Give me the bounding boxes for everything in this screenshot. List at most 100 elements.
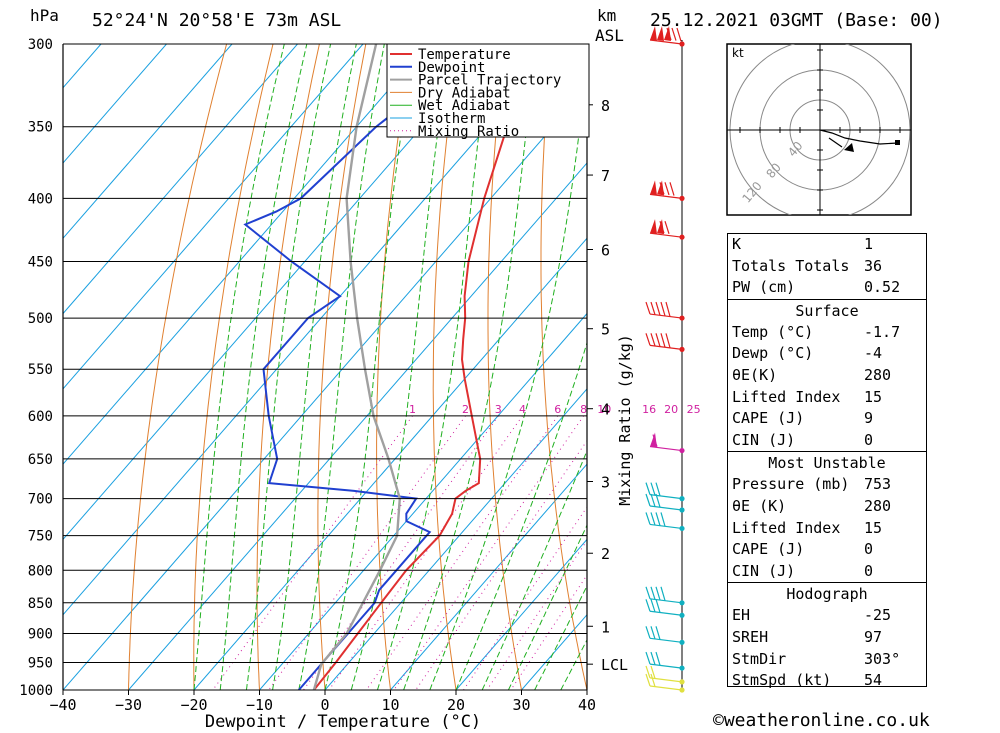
isotherm-line	[455, 538, 587, 690]
wet-adiabat-line	[245, 44, 332, 690]
mixing-ratio-line	[212, 415, 413, 690]
mixing-ratio-label: 2	[462, 403, 469, 416]
wind-barb-line	[645, 626, 651, 639]
dry-adiabat-line	[969, 44, 1000, 690]
hodograph-storm-line	[828, 137, 843, 148]
wind-barb-line	[664, 220, 670, 234]
mixing-ratio-label: 25	[687, 403, 701, 416]
legend-entry: Wet Adiabat	[418, 98, 511, 114]
wind-barb-line	[645, 586, 651, 599]
wind-barb	[649, 219, 685, 240]
wind-barb-line	[659, 220, 665, 234]
wind-barb-line	[650, 301, 656, 315]
dry-adiabat-line	[487, 44, 522, 690]
wind-barb	[645, 493, 685, 513]
isotherm-line	[390, 463, 587, 690]
isotherm-line	[63, 44, 298, 315]
series-dewpoint	[243, 44, 495, 690]
most-unstable-title: Most Unstable	[768, 454, 886, 473]
series-parcel-trajectory	[312, 44, 402, 690]
wind-barb-line	[659, 182, 665, 195]
wind-shaft	[649, 598, 683, 604]
wind-barb-line	[650, 333, 656, 347]
pressure-tick-label: 300	[28, 37, 53, 53]
height-tick-label: 5	[601, 321, 610, 339]
dry-adiabat-line	[540, 44, 587, 690]
height-tick-label: 8	[601, 97, 610, 115]
wind-barb	[649, 432, 685, 454]
wind-flag	[650, 219, 657, 235]
x-axis-label: Dewpoint / Temperature (°C)	[205, 712, 481, 732]
wind-shaft	[649, 313, 683, 319]
wind-barb	[645, 482, 685, 502]
wind-barb	[645, 301, 685, 321]
wind-barb-line	[645, 512, 651, 525]
pressure-tick-label: 550	[28, 362, 53, 378]
height-tick-label: 3	[601, 473, 610, 491]
isotherm-line	[63, 44, 495, 541]
x-tick-label: −10	[246, 696, 273, 714]
wind-barb	[645, 651, 685, 671]
wind-barb	[645, 665, 685, 685]
legend-entry: Temperature	[418, 47, 511, 63]
height-unit-km: km	[597, 6, 617, 25]
hodograph-params-section: Hodograph EH -25 SREH 97 StmDir 303° StmSpd…	[728, 582, 926, 691]
wind-barb-line	[660, 333, 666, 348]
legend-entry: Dry Adiabat	[418, 85, 511, 101]
wet-adiabat-line	[507, 524, 587, 690]
dry-adiabat-line	[317, 44, 367, 690]
height-tick-label: 7	[601, 167, 610, 185]
mixing-ratio-line	[486, 539, 587, 690]
wind-barb-line	[671, 27, 677, 41]
wind-barb-line	[665, 333, 671, 348]
mixing-ratio-label: 6	[554, 403, 561, 416]
dry-adiabat-line	[923, 44, 1000, 690]
surface-title: Surface	[795, 301, 859, 320]
x-tick-label: 0	[320, 696, 329, 714]
dry-adiabat-line	[193, 44, 274, 690]
mixing-ratio-label: 8	[580, 403, 587, 416]
wind-barb-line	[645, 493, 651, 507]
wind-shaft	[649, 677, 683, 683]
wind-shaft	[649, 494, 683, 500]
wind-flag	[657, 26, 664, 41]
wind-barb-line	[650, 512, 656, 526]
legend-entry: Dewpoint	[418, 60, 485, 76]
wind-barb-line	[652, 434, 658, 447]
mixing-ratio-axis-label: Mixing Ratio (g/kg)	[616, 334, 634, 506]
wind-shaft	[649, 505, 683, 511]
mixing-ratio-line	[328, 415, 523, 690]
wind-flag	[650, 180, 657, 196]
mixing-ratio-line	[510, 574, 587, 690]
wind-barb-line	[655, 586, 661, 601]
pressure-tick-label: 350	[28, 120, 53, 136]
wind-flag	[650, 26, 657, 41]
wind-barb	[645, 512, 685, 532]
pressure-tick-label: 900	[28, 626, 53, 642]
wind-flag	[657, 180, 664, 196]
surface-section: Surface Temp (°C) -1.7 Dewp (°C) -4 θE(K) 2…	[728, 298, 926, 452]
wind-barb-line	[650, 586, 656, 600]
x-tick-label: 40	[578, 696, 596, 714]
wind-barb-line	[666, 27, 672, 41]
wind-shaft	[649, 610, 683, 616]
x-tick-label: 30	[512, 696, 530, 714]
hodograph-trace	[819, 129, 899, 145]
pressure-tick-label: 400	[28, 191, 53, 207]
isotherm-line	[63, 44, 233, 240]
wind-dot	[679, 639, 685, 645]
legend-entry: Mixing Ratio	[418, 124, 519, 140]
dry-adiabat-line	[128, 44, 228, 690]
wind-flag	[657, 219, 664, 235]
wind-barb-line	[665, 301, 671, 317]
hodograph-unit: kt	[732, 46, 744, 60]
wet-adiabat-line	[429, 64, 587, 690]
wet-adiabat-line	[534, 584, 587, 690]
wind-barb-line	[655, 651, 661, 666]
index-row-tt: Totals Totals 36	[732, 256, 883, 275]
series-temperature	[313, 44, 535, 690]
